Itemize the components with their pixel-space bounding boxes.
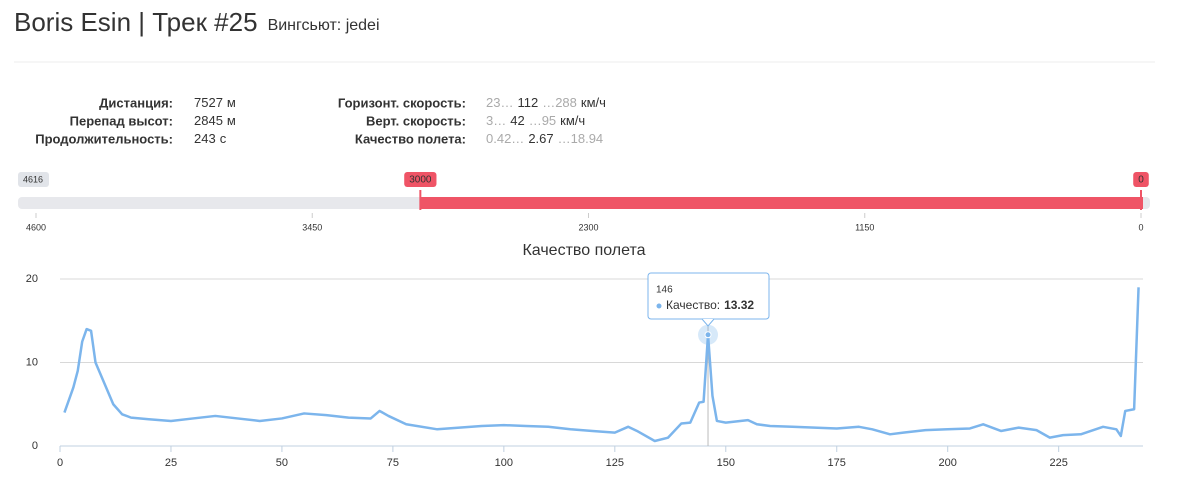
stat-value: 3… 42 …95 км/ч bbox=[486, 113, 585, 128]
x-tick-label: 100 bbox=[495, 457, 513, 469]
slider-tick-label: 2300 bbox=[578, 222, 598, 232]
slider-max-box bbox=[18, 172, 49, 187]
y-tick-label: 0 bbox=[32, 440, 38, 452]
hover-point bbox=[704, 331, 712, 339]
stat-label: Продолжительность: bbox=[35, 131, 173, 146]
slider-max-label: 4616 bbox=[23, 174, 43, 184]
x-tick-label: 25 bbox=[165, 457, 177, 469]
tooltip-pointer bbox=[701, 318, 715, 327]
stat-unit: км/ч bbox=[581, 95, 606, 110]
x-tick-label: 50 bbox=[276, 457, 288, 469]
stat-number: 7527 bbox=[194, 95, 223, 110]
page-subtitle: Вингсьют: jedei bbox=[268, 17, 380, 34]
stat-unit: с bbox=[220, 131, 227, 146]
slider-range bbox=[420, 197, 1143, 209]
stat-avg: 42 bbox=[510, 113, 524, 128]
stat-avg: 112 bbox=[517, 95, 538, 110]
slider-handle-label: 0 bbox=[1138, 175, 1144, 186]
x-tick-label: 75 bbox=[387, 457, 399, 469]
slider-tick-label: 3450 bbox=[302, 222, 322, 232]
stat-value: 23… 112 …288 км/ч bbox=[486, 95, 606, 110]
stat-unit: м bbox=[227, 113, 236, 128]
slider-handle-box bbox=[1133, 172, 1149, 187]
stat-max: …288 bbox=[542, 95, 577, 110]
slider-tick-label: 1150 bbox=[855, 222, 874, 232]
tooltip-label: Качество: bbox=[666, 298, 720, 312]
stat-unit: м bbox=[227, 95, 236, 110]
page-title: Boris Esin | Трек #25 bbox=[14, 7, 258, 37]
stat-label: Перепад высот: bbox=[70, 113, 173, 128]
tooltip-value: 13.32 bbox=[724, 298, 754, 312]
stat-value: 2845 м bbox=[194, 113, 236, 128]
stat-max: …95 bbox=[529, 113, 556, 128]
stat-number: 243 bbox=[194, 131, 216, 146]
y-tick-label: 10 bbox=[26, 356, 38, 368]
stat-min: 3… bbox=[486, 113, 506, 128]
x-tick-label: 0 bbox=[57, 457, 63, 469]
stat-label: Дистанция: bbox=[99, 95, 173, 110]
tooltip-header: 146 bbox=[656, 285, 673, 296]
x-tick-label: 225 bbox=[1049, 457, 1067, 469]
y-tick-label: 20 bbox=[26, 273, 38, 285]
stat-max: …18.94 bbox=[558, 131, 604, 146]
stat-number: 2845 bbox=[194, 113, 223, 128]
x-tick-label: 175 bbox=[828, 457, 846, 469]
stat-value: 0.42… 2.67 …18.94 bbox=[486, 131, 603, 146]
line bbox=[63, 287, 1140, 443]
stat-unit: км/ч bbox=[560, 113, 585, 128]
x-tick-label: 150 bbox=[717, 457, 735, 469]
stat-min: 0.42… bbox=[486, 131, 524, 146]
tooltip-line: Качество: 13.32 bbox=[666, 298, 754, 312]
stat-label: Горизонт. скорость: bbox=[338, 95, 466, 110]
stat-min: 23… bbox=[486, 95, 513, 110]
x-tick-label: 200 bbox=[939, 457, 957, 469]
stat-avg: 2.67 bbox=[528, 131, 553, 146]
stat-value: 243 с bbox=[194, 131, 227, 146]
slider-handle-box bbox=[404, 172, 437, 187]
tooltip-bullet bbox=[656, 303, 662, 309]
x-tick-label: 125 bbox=[606, 457, 624, 469]
stat-value: 7527 м bbox=[194, 95, 236, 110]
slider-tick-label: 4600 bbox=[26, 222, 46, 232]
chart-title: Качество полета bbox=[522, 242, 645, 259]
slider-tick-label: 0 bbox=[1138, 222, 1143, 232]
slider-handle-label: 3000 bbox=[409, 175, 432, 186]
stat-label: Качество полета: bbox=[355, 131, 466, 146]
stat-label: Верт. скорость: bbox=[366, 113, 466, 128]
